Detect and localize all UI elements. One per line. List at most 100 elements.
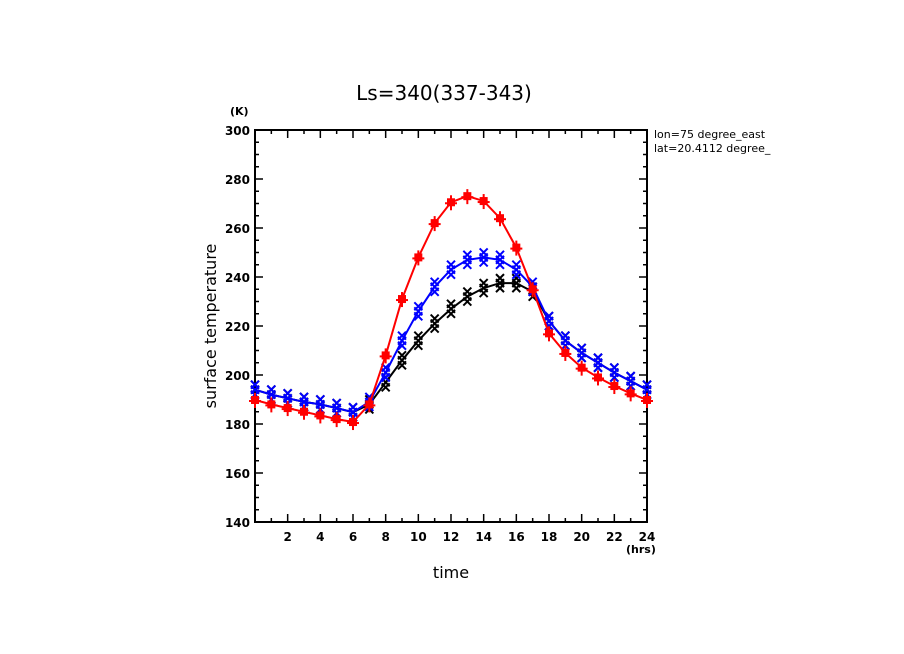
series-red bbox=[249, 189, 653, 431]
marker-x-b bbox=[446, 269, 456, 280]
x-unit-label: (hrs) bbox=[626, 543, 656, 556]
marker-x-b bbox=[429, 287, 440, 297]
data-point-red bbox=[347, 415, 359, 431]
x-axis-title: time bbox=[433, 563, 469, 582]
data-point-red bbox=[281, 401, 294, 417]
axes: 2 4 6 8 10 12 14 16 18 20 22 2414016018020022024026… bbox=[225, 124, 655, 544]
y-unit-label: (K) bbox=[230, 105, 249, 118]
marker-x-b bbox=[593, 363, 603, 373]
data-point-blue bbox=[478, 247, 489, 268]
data-point-red bbox=[559, 345, 572, 361]
annotation-lat: lat=20.4112 degree_ bbox=[654, 142, 771, 155]
data-point-black bbox=[446, 299, 456, 319]
y-tick-label: 200 bbox=[225, 369, 250, 383]
x-tick-label: 8 bbox=[381, 530, 389, 544]
series-blue bbox=[250, 247, 652, 422]
data-point-red bbox=[396, 292, 408, 308]
data-point-red bbox=[298, 404, 310, 420]
data-point-blue bbox=[446, 259, 456, 280]
marker-x-b bbox=[495, 260, 505, 270]
x-tick-label: 4 bbox=[316, 530, 324, 544]
marker-x-b bbox=[511, 283, 522, 293]
series-black bbox=[250, 273, 652, 422]
data-point-black bbox=[397, 350, 407, 371]
y-tick-label: 140 bbox=[225, 516, 250, 530]
y-tick-label: 220 bbox=[225, 320, 250, 334]
x-tick-label: 12 bbox=[443, 530, 460, 544]
data-point-red bbox=[592, 370, 604, 386]
data-point-blue bbox=[413, 301, 424, 322]
data-point-blue bbox=[609, 362, 620, 383]
x-tick-label: 10 bbox=[410, 530, 427, 544]
series-layer bbox=[249, 189, 653, 431]
data-point-blue bbox=[511, 259, 522, 280]
marker-x-b bbox=[576, 353, 587, 363]
marker-x-b bbox=[609, 372, 620, 383]
marker-x-b bbox=[446, 309, 456, 319]
marker-x-b bbox=[429, 323, 440, 334]
data-point-red bbox=[379, 348, 392, 364]
data-point-red bbox=[265, 397, 278, 413]
data-point-red bbox=[314, 408, 327, 424]
marker-x-b bbox=[462, 260, 473, 270]
y-tick-label: 160 bbox=[225, 467, 250, 481]
marker-x-b bbox=[495, 283, 505, 293]
data-point-red bbox=[608, 379, 621, 395]
data-point-blue bbox=[429, 277, 440, 297]
marker-x-b bbox=[397, 340, 407, 351]
data-point-black bbox=[511, 273, 522, 293]
marker-x-b bbox=[478, 288, 489, 298]
data-point-red bbox=[249, 392, 261, 408]
x-tick-label: 16 bbox=[508, 530, 525, 544]
x-tick-label: 2 bbox=[283, 530, 291, 544]
data-point-black bbox=[478, 278, 489, 298]
marker-x-b bbox=[478, 257, 489, 268]
x-tick-label: 24 bbox=[639, 530, 656, 544]
series-line-blue bbox=[254, 256, 648, 414]
y-tick-label: 260 bbox=[225, 222, 250, 236]
data-point-red bbox=[641, 392, 653, 408]
data-point-black bbox=[495, 273, 505, 293]
x-tick-label: 22 bbox=[606, 530, 623, 544]
data-point-red bbox=[445, 195, 457, 211]
data-point-red bbox=[330, 412, 343, 428]
y-tick-label: 180 bbox=[225, 418, 250, 432]
data-point-black bbox=[413, 330, 424, 351]
data-point-red bbox=[477, 194, 490, 210]
data-point-red bbox=[543, 326, 555, 342]
data-point-blue bbox=[593, 353, 603, 373]
data-point-red bbox=[412, 250, 425, 266]
x-tick-label: 20 bbox=[573, 530, 590, 544]
data-point-red bbox=[510, 240, 523, 256]
annotation-lon: lon=75 degree_east bbox=[654, 128, 766, 141]
data-point-blue bbox=[495, 250, 505, 270]
data-point-red bbox=[363, 397, 376, 413]
data-point-red bbox=[624, 386, 637, 402]
marker-x-b bbox=[413, 340, 424, 351]
marker-x-b bbox=[413, 311, 424, 322]
data-point-blue bbox=[462, 250, 473, 270]
y-tick-label: 300 bbox=[225, 124, 250, 138]
marker-x-b bbox=[380, 372, 391, 383]
data-point-blue bbox=[560, 330, 571, 351]
marker-x-b bbox=[511, 269, 522, 280]
marker-x-b bbox=[380, 382, 391, 393]
x-tick-label: 18 bbox=[541, 530, 558, 544]
data-point-blue bbox=[397, 330, 407, 351]
marker-x-b bbox=[397, 360, 407, 371]
x-tick-label: 14 bbox=[475, 530, 492, 544]
data-point-blue bbox=[625, 371, 636, 391]
y-axis-title: surface temperature bbox=[201, 244, 220, 409]
chart-title: Ls=340(337-343) bbox=[356, 81, 532, 105]
y-tick-label: 280 bbox=[225, 173, 250, 187]
plot-frame bbox=[254, 129, 648, 523]
data-point-red bbox=[575, 360, 588, 376]
x-tick-label: 6 bbox=[349, 530, 357, 544]
data-point-black bbox=[462, 286, 473, 307]
data-point-blue bbox=[576, 343, 587, 363]
y-tick-label: 240 bbox=[225, 271, 250, 285]
marker-x-b bbox=[625, 381, 636, 391]
data-point-black bbox=[429, 313, 440, 334]
data-point-blue bbox=[380, 362, 391, 383]
